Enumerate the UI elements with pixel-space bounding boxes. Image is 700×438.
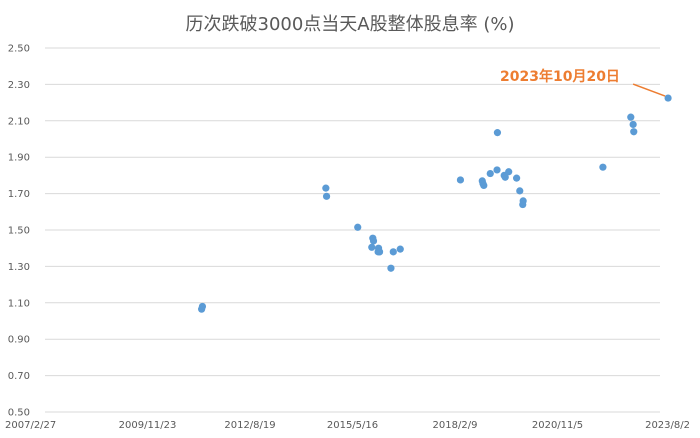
x-tick-label: 2007/2/27 bbox=[5, 420, 56, 431]
data-point bbox=[599, 163, 607, 171]
data-point bbox=[375, 248, 384, 256]
annotation-leader-line bbox=[632, 83, 666, 97]
annotation-group: 2023年10月20日 bbox=[500, 68, 666, 97]
data-point bbox=[629, 120, 637, 129]
data-point bbox=[493, 129, 502, 137]
data-point bbox=[630, 128, 638, 136]
data-point bbox=[513, 174, 521, 182]
data-point bbox=[516, 187, 524, 195]
data-point bbox=[664, 94, 672, 102]
y-tick-label: 2.30 bbox=[8, 80, 30, 91]
x-tick-label: 2020/11/5 bbox=[532, 420, 583, 431]
y-tick-label: 2.50 bbox=[8, 44, 30, 55]
data-point bbox=[368, 243, 376, 251]
chart-title: 历次跌破3000点当天A股整体股息率 (%) bbox=[186, 14, 515, 35]
x-tick-label: 2009/11/23 bbox=[119, 420, 177, 431]
data-point bbox=[322, 192, 331, 200]
y-tick-label: 1.50 bbox=[8, 226, 30, 237]
data-point bbox=[369, 237, 378, 245]
data-point bbox=[322, 184, 330, 192]
data-point bbox=[198, 305, 206, 313]
x-tick-label: 2015/5/16 bbox=[327, 420, 378, 431]
data-point bbox=[519, 200, 527, 209]
y-tick-label: 0.70 bbox=[8, 371, 30, 382]
data-point bbox=[627, 113, 635, 121]
x-tick-label: 2023/8/2 bbox=[645, 420, 690, 431]
y-tick-label: 1.30 bbox=[8, 262, 30, 273]
y-tick-label: 1.10 bbox=[8, 298, 30, 309]
data-point bbox=[493, 166, 501, 174]
data-point bbox=[387, 264, 395, 272]
data-point bbox=[396, 245, 404, 253]
y-tick-label: 1.70 bbox=[8, 189, 30, 200]
data-point bbox=[354, 223, 362, 231]
x-tick-label: 2018/2/9 bbox=[433, 420, 478, 431]
y-tick-label: 0.90 bbox=[8, 335, 30, 346]
x-axis-tick-labels: 2007/2/27 2009/11/23 2012/8/19 2015/5/16 201… bbox=[5, 420, 690, 431]
data-point bbox=[389, 248, 397, 256]
data-point bbox=[505, 168, 513, 176]
gridlines bbox=[45, 47, 660, 413]
y-axis-tick-labels: 0.50 0.70 0.90 1.10 1.30 1.50 1.70 1.90 2.10 2.30… bbox=[8, 44, 30, 419]
annotation-label: 2023年10月20日 bbox=[500, 68, 620, 85]
data-point bbox=[480, 181, 488, 190]
y-tick-label: 0.50 bbox=[8, 408, 30, 419]
y-tick-label: 2.10 bbox=[8, 116, 30, 127]
x-tick-label: 2012/8/19 bbox=[224, 420, 275, 431]
data-points bbox=[198, 94, 672, 313]
y-tick-label: 1.90 bbox=[8, 153, 30, 164]
data-point bbox=[456, 176, 465, 184]
data-point bbox=[486, 169, 494, 178]
data-point bbox=[501, 173, 509, 181]
